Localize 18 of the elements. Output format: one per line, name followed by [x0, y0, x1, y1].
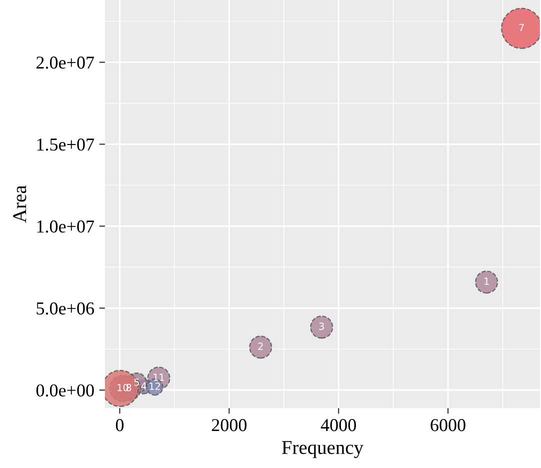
x-axis-title: Frequency: [282, 441, 364, 458]
y-axis-title: Area: [13, 185, 26, 223]
annotation: 1: [484, 278, 489, 285]
x-tick-label: 6000: [430, 419, 466, 432]
y-tick-label: 1.5e+07: [37, 138, 94, 151]
annotation: 12: [150, 382, 160, 390]
y-tick-label: 2.0e+07: [36, 56, 94, 69]
annotation: 4: [141, 382, 146, 390]
y-tick-label: 1.0e+07: [37, 220, 94, 233]
x-tick-label: 0: [116, 419, 124, 432]
y-tick-label: 0.0e+00: [36, 384, 94, 397]
annotation: 7: [519, 24, 524, 32]
annotation: 3: [319, 322, 324, 330]
annotation: 11: [154, 374, 164, 381]
x-tick-label: 2000: [212, 419, 247, 432]
annotation: 2: [258, 342, 263, 350]
x-tick-label: 4000: [320, 419, 356, 432]
y-tick-label: 5.0e+06: [36, 302, 94, 315]
